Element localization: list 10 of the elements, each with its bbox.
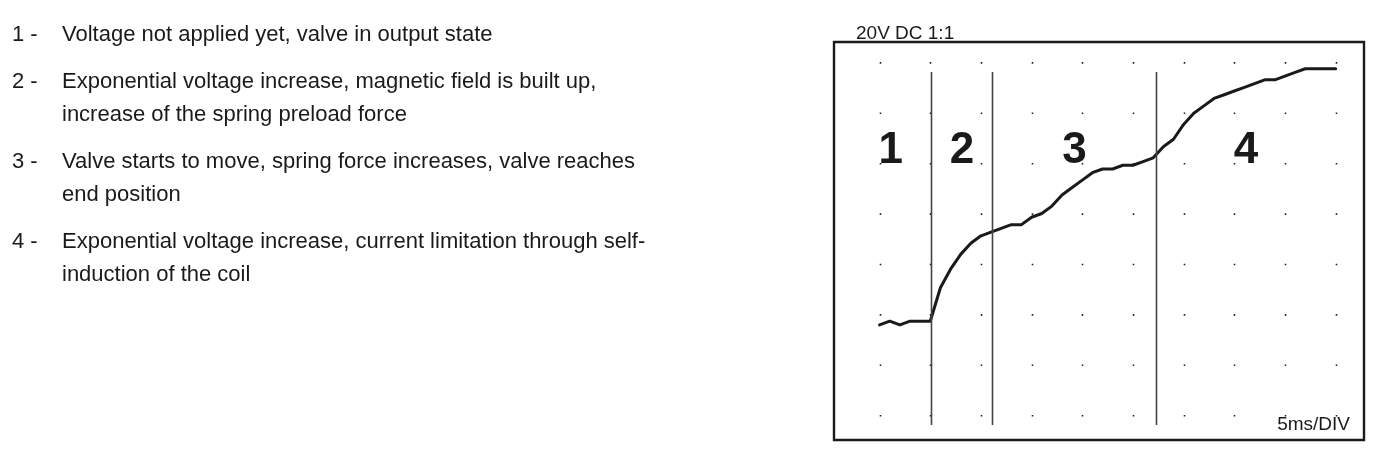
annotation: 1 <box>878 123 904 172</box>
annotation: 3 <box>1062 123 1087 172</box>
text: 1 - Voltage not applied yet, valve in output state <box>12 21 493 46</box>
annotation: 4 <box>1233 123 1259 172</box>
x-axis-title: 5ms/DIV <box>1277 413 1351 434</box>
text: 4 - Exponential voltage increase, current limitation through self- induction of the coil <box>12 228 646 286</box>
annotation: 2 <box>949 123 975 172</box>
chart-title: 20V DC 1:1 <box>856 22 955 43</box>
text: 3 - Valve starts to move, spring force increases, valve reaches end position <box>12 148 636 206</box>
text: 2 - Exponential voltage increase, magnetic field is built up, increase of the spring preload force <box>12 68 597 126</box>
